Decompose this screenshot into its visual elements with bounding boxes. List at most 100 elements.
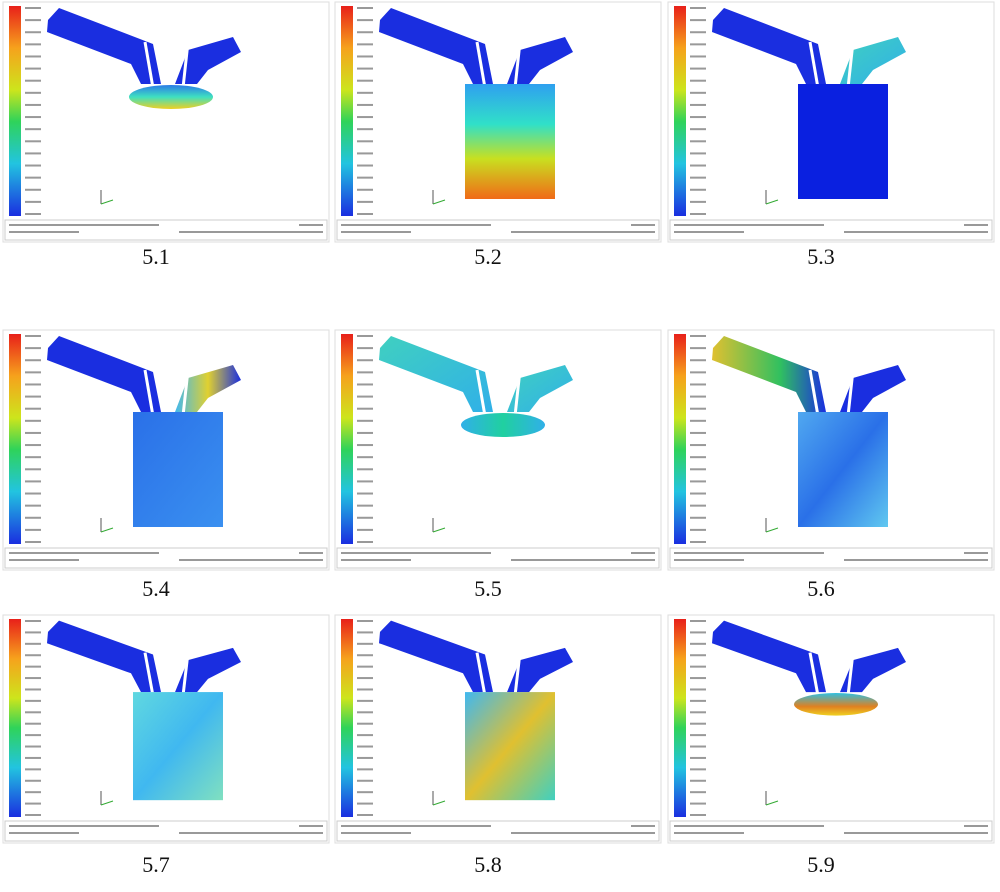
colorbar-label	[357, 734, 373, 736]
footer-text	[341, 559, 411, 561]
colorbar-label	[357, 104, 373, 106]
cylinder	[794, 693, 878, 716]
colorbar-label	[690, 165, 706, 167]
footer-text	[511, 559, 655, 561]
colorbar-label	[25, 768, 41, 770]
colorbar-label	[690, 620, 706, 622]
footer-text	[964, 825, 988, 827]
colorbar-label	[357, 803, 373, 805]
colorbar-label	[357, 814, 373, 816]
colorbar-label	[690, 55, 706, 57]
colorbar-label	[690, 505, 706, 507]
colorbar-label	[25, 517, 41, 519]
colorbar-label	[357, 55, 373, 57]
colorbar-label	[25, 383, 41, 385]
cylinder	[465, 692, 555, 800]
colorbar-label	[690, 432, 706, 434]
colorbar-label	[25, 408, 41, 410]
colorbar	[674, 6, 686, 216]
colorbar-label	[690, 803, 706, 805]
colorbar-label	[25, 140, 41, 142]
colorbar	[9, 334, 21, 544]
colorbar-label	[25, 677, 41, 679]
colorbar-label	[25, 116, 41, 118]
colorbar-label	[690, 643, 706, 645]
cylinder	[798, 412, 888, 527]
footer-text	[9, 559, 79, 561]
footer-text	[844, 559, 988, 561]
panel	[335, 2, 661, 242]
colorbar-label	[357, 396, 373, 398]
colorbar-label	[357, 480, 373, 482]
colorbar-label	[690, 734, 706, 736]
caption: 5.3	[807, 244, 835, 269]
colorbar-label	[25, 432, 41, 434]
footer-text	[511, 231, 655, 233]
colorbar-label	[25, 213, 41, 215]
caption: 5.7	[142, 852, 170, 877]
colorbar-label	[25, 396, 41, 398]
footer	[670, 220, 992, 240]
colorbar-label	[357, 723, 373, 725]
colorbar-label	[690, 493, 706, 495]
footer-text	[179, 832, 323, 834]
colorbar-label	[357, 347, 373, 349]
colorbar-label	[690, 746, 706, 748]
colorbar-label	[25, 43, 41, 45]
figure: 5.15.25.35.45.55.65.75.85.9	[0, 0, 1000, 892]
colorbar-label	[25, 359, 41, 361]
colorbar-label	[357, 140, 373, 142]
colorbar-label	[357, 768, 373, 770]
colorbar-label	[690, 128, 706, 130]
panel	[668, 2, 994, 242]
colorbar-label	[357, 165, 373, 167]
colorbar-label	[25, 128, 41, 130]
colorbar-label	[357, 468, 373, 470]
colorbar-label	[690, 408, 706, 410]
colorbar-label	[357, 80, 373, 82]
caption: 5.8	[474, 852, 502, 877]
colorbar-label	[357, 408, 373, 410]
colorbar-label	[25, 456, 41, 458]
footer	[670, 548, 992, 568]
cylinder	[461, 413, 545, 437]
colorbar-label	[25, 688, 41, 690]
colorbar-label	[357, 201, 373, 203]
footer-text	[9, 231, 79, 233]
footer-text	[341, 552, 491, 554]
colorbar-label	[357, 359, 373, 361]
colorbar-label	[690, 347, 706, 349]
colorbar-label	[25, 541, 41, 543]
footer	[337, 548, 659, 568]
colorbar-label	[357, 711, 373, 713]
colorbar-label	[357, 371, 373, 373]
colorbar-label	[25, 201, 41, 203]
colorbar-label	[25, 654, 41, 656]
cylinder	[133, 412, 223, 527]
colorbar-label	[357, 620, 373, 622]
colorbar-label	[25, 68, 41, 70]
panel-frame	[335, 330, 661, 570]
colorbar	[341, 334, 353, 544]
colorbar-label	[357, 654, 373, 656]
caption: 5.5	[474, 576, 502, 601]
colorbar-label	[357, 128, 373, 130]
colorbar-label	[690, 780, 706, 782]
colorbar	[9, 6, 21, 216]
footer	[5, 821, 327, 841]
colorbar-label	[25, 80, 41, 82]
footer-text	[341, 832, 411, 834]
colorbar-label	[357, 666, 373, 668]
colorbar-label	[357, 757, 373, 759]
colorbar-label	[690, 666, 706, 668]
footer-text	[844, 231, 988, 233]
colorbar-label	[25, 746, 41, 748]
cylinder	[465, 84, 555, 199]
colorbar-label	[357, 541, 373, 543]
colorbar-label	[357, 92, 373, 94]
colorbar-label	[690, 700, 706, 702]
colorbar	[341, 619, 353, 817]
colorbar-label	[25, 152, 41, 154]
colorbar-label	[357, 700, 373, 702]
colorbar-label	[357, 43, 373, 45]
